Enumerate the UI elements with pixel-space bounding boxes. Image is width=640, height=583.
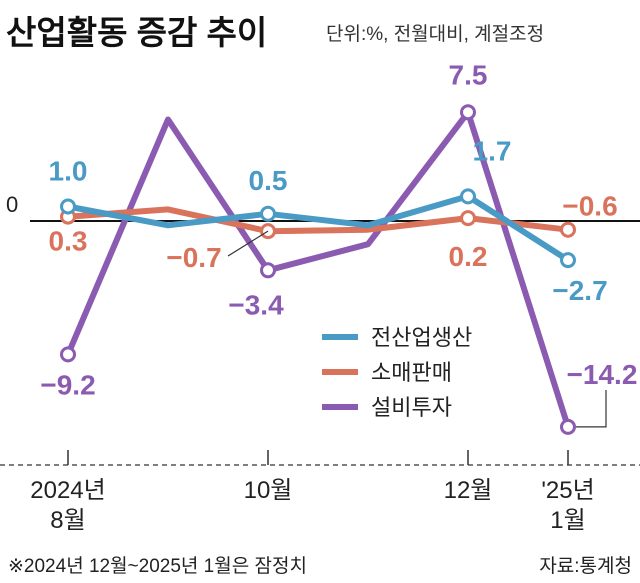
zero-label: 0 [6, 192, 18, 217]
data-point-설비투자 [560, 418, 576, 435]
data-label-설비투자: −9.2 [40, 369, 95, 400]
unit-note: 단위:%, 전월대비, 계절조정 [326, 23, 544, 45]
footnote: ※2024년 12월~2025년 1월은 잠정치 [8, 555, 307, 577]
data-point-설비투자 [60, 346, 76, 363]
x-tick-label: 1월 [550, 507, 585, 534]
data-label-소매판매: 0.2 [449, 241, 488, 272]
legend-label: 소매판매 [371, 360, 452, 385]
x-tick-label: '25년 [541, 477, 594, 504]
data-point-전산업생산 [60, 198, 76, 215]
x-tick-label: 12월 [444, 477, 493, 504]
data-point-설비투자 [260, 262, 276, 279]
leader-line [576, 390, 607, 428]
leader-line [227, 230, 269, 257]
data-label-설비투자: −14.2 [567, 359, 638, 390]
data-label-전산업생산: −2.7 [552, 275, 607, 306]
data-label-설비투자: −3.4 [228, 289, 284, 320]
data-point-소매판매 [560, 221, 576, 238]
chart-title: 산업활동 증감 추이 [6, 14, 267, 51]
data-label-전산업생산: 1.7 [473, 135, 512, 166]
source-note: 자료:통계청 [539, 555, 632, 577]
x-tick-label: 2024년 [30, 477, 105, 504]
data-point-설비투자 [460, 104, 476, 121]
data-label-소매판매: 0.3 [49, 226, 88, 257]
data-label-전산업생산: 1.0 [49, 156, 88, 187]
data-label-설비투자: 7.5 [449, 59, 488, 90]
legend-label: 설비투자 [371, 395, 452, 420]
series-line-설비투자 [65, 109, 571, 430]
series-line-전산업생산 [65, 193, 571, 264]
data-point-전산업생산 [460, 188, 476, 205]
data-label-전산업생산: 0.5 [249, 165, 288, 196]
x-tick-label: 8월 [50, 507, 85, 534]
data-label-소매판매: −0.7 [166, 242, 221, 273]
data-point-전산업생산 [260, 205, 276, 222]
data-point-소매판매 [460, 210, 476, 227]
legend-label: 전산업생산 [371, 325, 472, 350]
series-line-소매판매 [65, 206, 571, 235]
data-point-전산업생산 [560, 252, 576, 269]
data-label-소매판매: −0.6 [562, 191, 617, 222]
x-tick-label: 10월 [244, 477, 293, 504]
